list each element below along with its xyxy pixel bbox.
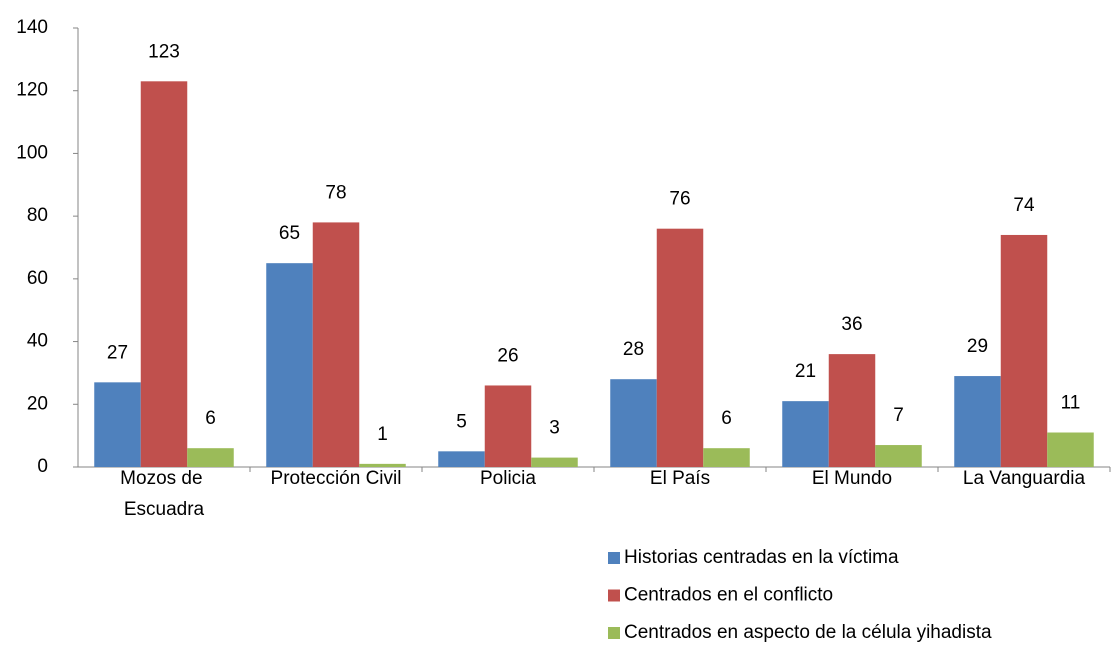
x-tick-label: Protección Civil xyxy=(271,468,402,489)
data-label: 76 xyxy=(669,189,690,210)
y-tick-label: 80 xyxy=(27,205,48,226)
data-label: 74 xyxy=(1013,195,1035,216)
bar xyxy=(782,401,829,467)
bar xyxy=(359,463,406,467)
bar xyxy=(1047,432,1094,467)
data-label: 11 xyxy=(1061,393,1081,414)
bar xyxy=(828,354,876,467)
data-label: 3 xyxy=(549,418,560,439)
bar xyxy=(875,445,922,467)
data-label: 123 xyxy=(148,41,180,62)
x-tick-label: El Mundo xyxy=(812,468,892,489)
y-tick-label: 60 xyxy=(27,268,48,289)
x-tick-label: La Vanguardia xyxy=(963,468,1086,489)
legend-label: Centrados en el conflicto xyxy=(624,585,833,606)
bar xyxy=(312,222,360,467)
x-tick-label: Policia xyxy=(480,468,536,489)
x-tick-label-line: Escuadra xyxy=(124,499,205,520)
bar xyxy=(484,385,532,467)
y-tick-label: 0 xyxy=(37,456,48,477)
data-label: 36 xyxy=(841,314,862,335)
data-label: 6 xyxy=(205,408,216,429)
bar xyxy=(94,382,141,467)
bar xyxy=(266,263,313,467)
x-tick-label-line: Mozos de xyxy=(120,468,208,489)
data-label: 26 xyxy=(497,345,518,366)
data-label: 1 xyxy=(377,424,388,445)
bar xyxy=(531,457,578,467)
data-label: 21 xyxy=(795,361,816,382)
y-tick-label: 120 xyxy=(16,80,48,101)
bar xyxy=(140,81,188,468)
data-label: 5 xyxy=(456,411,467,432)
legend-swatch xyxy=(608,552,620,564)
data-label: 28 xyxy=(623,339,644,360)
legend-swatch xyxy=(608,589,620,602)
bar xyxy=(610,379,657,467)
data-label: 78 xyxy=(325,182,346,203)
legend-label: Centrados en aspecto de la célula yihadi… xyxy=(624,622,992,643)
legend-swatch xyxy=(608,627,620,639)
x-tick-label: Mozos de Escuadra xyxy=(120,468,208,520)
bar xyxy=(1000,234,1048,467)
data-label: 7 xyxy=(893,405,904,426)
y-tick-label: 40 xyxy=(27,331,48,352)
y-tick-label: 140 xyxy=(16,17,48,38)
data-label: 29 xyxy=(967,336,988,357)
x-tick-label: El País xyxy=(650,468,710,489)
y-tick-label: 20 xyxy=(27,393,48,414)
legend-label: Historias centradas en la víctima xyxy=(624,547,899,568)
data-label: 6 xyxy=(721,408,732,429)
data-label: 65 xyxy=(279,223,300,244)
bar xyxy=(954,376,1001,467)
bar xyxy=(438,451,485,467)
bar xyxy=(703,448,750,467)
bar xyxy=(656,228,704,467)
data-label: 27 xyxy=(107,342,128,363)
bar xyxy=(187,448,234,467)
y-tick-label: 100 xyxy=(16,142,48,163)
